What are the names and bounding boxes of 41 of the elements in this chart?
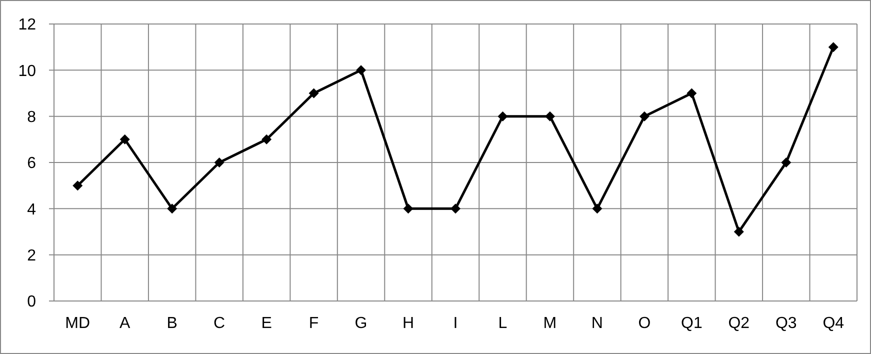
x-tick-label: A [120, 315, 131, 332]
x-tick-label: M [543, 315, 557, 332]
point [450, 204, 460, 214]
point [120, 134, 130, 144]
x-tick-label: O [638, 315, 651, 332]
x-tick-label: Q4 [822, 315, 844, 332]
point [356, 65, 366, 76]
point [214, 158, 224, 168]
y-tick-label: 12 [18, 16, 36, 34]
x-tick-label: L [498, 315, 508, 332]
x-tick-label: G [354, 315, 368, 332]
point [592, 204, 602, 214]
y-tick-label: 0 [27, 294, 36, 311]
point [828, 42, 838, 52]
y-tick-label: 8 [27, 108, 36, 126]
x-tick-label: B [166, 315, 178, 332]
point [498, 111, 508, 122]
x-tick-label: Q3 [775, 315, 797, 332]
point [262, 134, 272, 144]
x-tick-label: H [402, 315, 414, 332]
x-tick-label: F [308, 315, 319, 332]
y-tick-label: 6 [27, 155, 36, 172]
x-tick-label: Q1 [681, 315, 702, 332]
x-tick-label: Q2 [728, 315, 750, 332]
y-tick-label: 10 [18, 62, 36, 80]
x-tick-label: I [453, 315, 458, 332]
x-tick-label: N [591, 315, 603, 332]
y-tick-label: 2 [27, 247, 36, 264]
y-tick-label: 4 [27, 201, 36, 218]
point [686, 88, 697, 98]
point [72, 180, 83, 191]
point [734, 226, 744, 237]
point [781, 158, 792, 168]
x-tick-label: MD [65, 315, 90, 332]
point [403, 204, 414, 214]
point [167, 204, 178, 214]
point [308, 88, 319, 98]
point [544, 111, 555, 122]
x-tick-label: C [214, 315, 226, 332]
point [639, 111, 650, 122]
x-tick-label: E [261, 315, 272, 332]
